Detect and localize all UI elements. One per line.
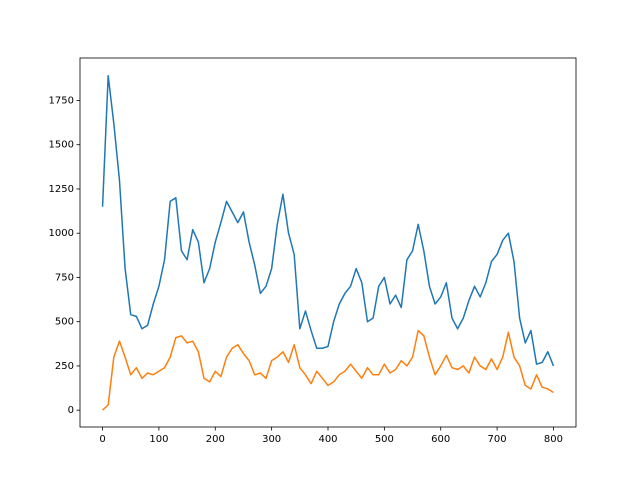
x-tick-label: 200 — [206, 434, 225, 445]
y-tick-label: 750 — [55, 272, 74, 283]
y-tick-label: 1750 — [49, 95, 74, 106]
x-tick-label: 500 — [375, 434, 394, 445]
y-tick-label: 1000 — [49, 228, 74, 239]
x-tick-label: 700 — [488, 434, 507, 445]
y-tick-label: 250 — [55, 361, 74, 372]
series-line — [102, 329, 554, 411]
y-tick-label: 0 — [68, 405, 74, 416]
x-tick-label: 800 — [544, 434, 563, 445]
y-tick-label: 500 — [55, 317, 74, 328]
x-tick-label: 600 — [431, 434, 450, 445]
x-tick-label: 400 — [318, 434, 337, 445]
y-tick-label: 1500 — [49, 140, 74, 151]
x-tick-label: 300 — [262, 434, 281, 445]
series-line — [101, 74, 555, 367]
y-tick-label: 1250 — [49, 184, 74, 195]
x-tick-label: 100 — [149, 434, 168, 445]
x-tick-label: 0 — [99, 434, 105, 445]
